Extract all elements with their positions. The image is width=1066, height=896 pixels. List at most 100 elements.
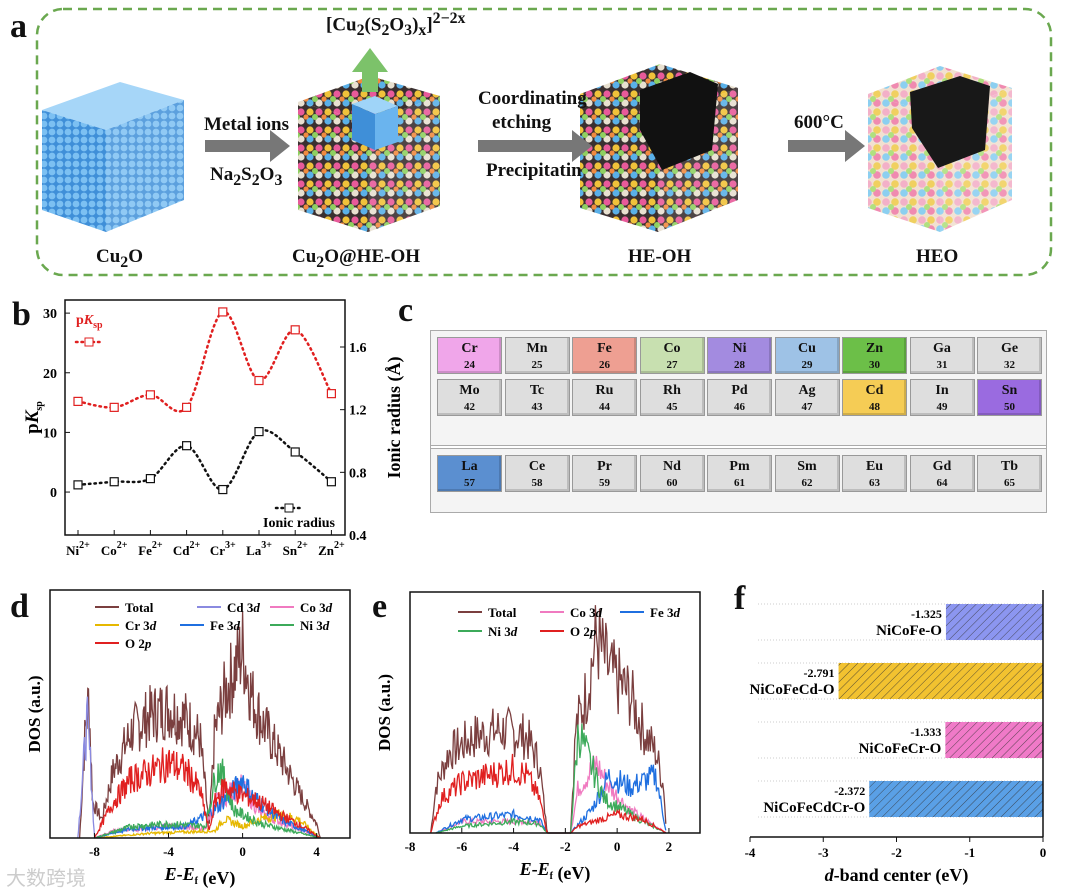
panel-a-schematic bbox=[35, 7, 1053, 277]
element-cell-ni: Ni 28 bbox=[707, 337, 772, 374]
lanthanide-separator bbox=[431, 445, 1046, 449]
element-number: 59 bbox=[599, 477, 610, 489]
chart-f: -1.325 NiCoFe-O -2.791 NiCoFeCd-O -1.333 NiCo… bbox=[745, 590, 1046, 886]
element-symbol: Sm bbox=[797, 459, 817, 474]
x-tick-label: -3 bbox=[818, 845, 829, 860]
legend-label-radius: Ionic radius bbox=[263, 516, 336, 531]
element-cell-pr: Pr 59 bbox=[572, 455, 637, 492]
periodic-table: Cr 24 Mn 25 Fe 26 Co 27 Ni 28 Cu 29 Zn 30 Ga 31 Ge 32 Mo 42… bbox=[430, 330, 1047, 513]
legend-marker-pksp bbox=[84, 337, 94, 347]
x-tick-label: Zn2+ bbox=[318, 540, 345, 558]
y-right-tick-label: 0.4 bbox=[349, 529, 367, 544]
element-cell-tc: Tc 43 bbox=[504, 379, 570, 416]
element-cell-pm: Pm 61 bbox=[707, 455, 772, 492]
element-symbol: Pd bbox=[731, 383, 748, 398]
y-axis-label: DOS (a.u.) bbox=[375, 674, 394, 751]
panel-f-label: f bbox=[734, 580, 746, 617]
x-axis-label: E-Ef (eV) bbox=[164, 864, 236, 889]
plot-frame bbox=[409, 591, 701, 834]
chart-d: -8 -4 0 4 E-Ef (eV) DOS (a.u.) Total Cd 3d Co 3d… bbox=[25, 589, 351, 889]
x-tick-label: -4 bbox=[163, 844, 174, 859]
element-number: 25 bbox=[531, 359, 543, 371]
element-symbol: Ag bbox=[798, 383, 816, 398]
legend-label: Co 3d bbox=[570, 605, 603, 620]
x-tick-label: Cr3+ bbox=[210, 540, 236, 558]
stage-label-he-oh: HE-OH bbox=[628, 246, 692, 267]
legend-label: Cr 3d bbox=[125, 618, 157, 633]
element-symbol: Gd bbox=[932, 459, 952, 474]
bar-category-label: NiCoFe-O bbox=[876, 623, 942, 639]
element-number: 28 bbox=[734, 359, 745, 371]
element-number: 43 bbox=[531, 401, 543, 413]
data-point bbox=[109, 402, 119, 412]
element-cell-in: In 49 bbox=[909, 379, 975, 416]
element-symbol: Co bbox=[663, 341, 681, 356]
data-point bbox=[326, 389, 336, 399]
element-number: 42 bbox=[464, 401, 475, 413]
x-tick-label: 4 bbox=[313, 844, 320, 859]
data-point bbox=[254, 427, 264, 437]
step1-bottom-label: Na2S2O3 bbox=[210, 164, 283, 189]
stage-label-cu2o: Cu2O bbox=[96, 246, 143, 271]
data-point bbox=[218, 307, 228, 317]
data-point bbox=[182, 402, 192, 412]
x-tick-label: -4 bbox=[745, 845, 756, 860]
element-cell-tb: Tb 65 bbox=[977, 455, 1042, 492]
element-number: 63 bbox=[869, 477, 880, 489]
y-right-tick-label: 1.6 bbox=[349, 341, 367, 356]
arrow-icon-2 bbox=[478, 130, 592, 162]
x-tick-label: Sn2+ bbox=[283, 540, 308, 558]
panel-b-label: b bbox=[12, 296, 31, 333]
element-number: 48 bbox=[869, 401, 880, 413]
cu2o-cube bbox=[42, 82, 184, 232]
element-number: 47 bbox=[801, 401, 813, 413]
data-point bbox=[290, 447, 300, 457]
element-symbol: Mo bbox=[459, 383, 480, 398]
element-number: 27 bbox=[666, 359, 678, 371]
step2-top-label-2: etching bbox=[492, 112, 552, 133]
element-number: 58 bbox=[531, 477, 543, 489]
element-cell-mo: Mo 42 bbox=[437, 379, 502, 416]
y-axis-label: DOS (a.u.) bbox=[25, 676, 44, 753]
element-cell-ru: Ru 44 bbox=[572, 379, 637, 416]
x-tick-label: -1 bbox=[964, 845, 975, 860]
data-point bbox=[73, 396, 83, 406]
element-cell-gd: Gd 64 bbox=[909, 455, 975, 492]
x-tick-label: Cd2+ bbox=[173, 540, 201, 558]
x-axis-label: d-band center (eV) bbox=[825, 865, 969, 886]
element-number: 61 bbox=[734, 477, 745, 489]
panel-c-label: c bbox=[398, 292, 414, 329]
element-cell-nd: Nd 60 bbox=[639, 455, 705, 492]
element-symbol: Fe bbox=[597, 341, 612, 356]
element-symbol: Ce bbox=[528, 459, 546, 474]
heo-hollow-cube bbox=[868, 66, 1012, 232]
element-number: 45 bbox=[666, 401, 678, 413]
element-symbol: Sn bbox=[1001, 383, 1018, 398]
element-number: 60 bbox=[666, 477, 678, 489]
dos-curve-ni-3d bbox=[94, 758, 320, 839]
element-symbol: Ni bbox=[732, 341, 747, 356]
data-point bbox=[290, 325, 300, 335]
x-axis-label: E-Ef (eV) bbox=[519, 859, 591, 884]
element-cell-sm: Sm 62 bbox=[774, 455, 840, 492]
data-point bbox=[218, 484, 228, 495]
element-number: 46 bbox=[734, 401, 745, 413]
element-symbol: Pr bbox=[597, 459, 612, 474]
panel-d-label: d bbox=[10, 588, 29, 625]
legend-label-pksp: pKsp bbox=[76, 313, 103, 331]
bar-nicofecdcr-o bbox=[869, 781, 1043, 817]
x-tick-label: Ni2+ bbox=[66, 540, 90, 558]
element-symbol: Mn bbox=[526, 341, 548, 356]
element-cell-eu: Eu 63 bbox=[842, 455, 907, 492]
x-tick-label: -2 bbox=[560, 839, 571, 854]
element-symbol: Ga bbox=[933, 341, 951, 356]
element-cell-cu: Cu 29 bbox=[774, 337, 840, 374]
element-symbol: La bbox=[461, 459, 478, 474]
bar-nicofe-o bbox=[945, 604, 1043, 640]
y-axis-label: pKsp bbox=[22, 401, 45, 434]
legend-label: O 2p bbox=[570, 624, 597, 639]
element-cell-ag: Ag 47 bbox=[774, 379, 840, 416]
he-oh-hollow-cube bbox=[580, 64, 738, 232]
cu2o-he-oh-cube bbox=[298, 48, 440, 232]
x-tick-label: Co2+ bbox=[101, 540, 128, 558]
